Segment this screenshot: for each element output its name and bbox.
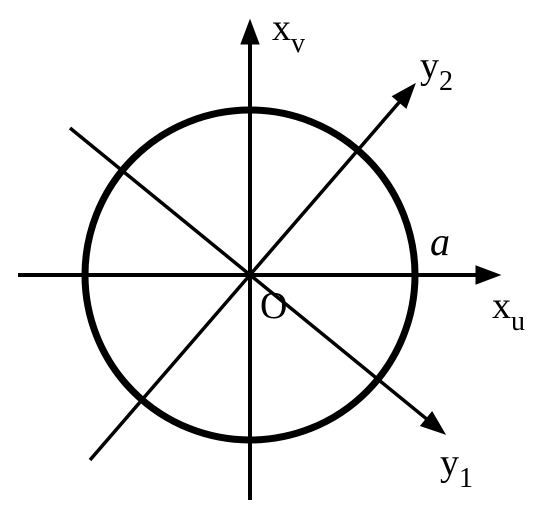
coordinate-diagram: xuxvy1y2Oa [0,0,552,519]
axis-label-sub: v [291,28,305,59]
axis-label-xu: xu [492,285,525,337]
axis-label-base: x [272,7,291,49]
axis-label-xv: xv [272,7,305,59]
axis-label-base: x [492,285,511,327]
point-label-a: a [430,219,450,264]
arrowhead [476,266,500,284]
axis-label-y1: y1 [440,442,473,494]
axis-label-base: y [440,442,459,484]
axis-label-y2: y2 [420,45,453,97]
axis-label-sub: 1 [459,463,473,494]
point-label-origin: O [260,285,287,327]
axis-label-sub: 2 [439,66,453,97]
arrowhead [241,20,259,44]
axis-label-base: y [420,45,439,87]
axis-label-sub: u [511,306,525,337]
